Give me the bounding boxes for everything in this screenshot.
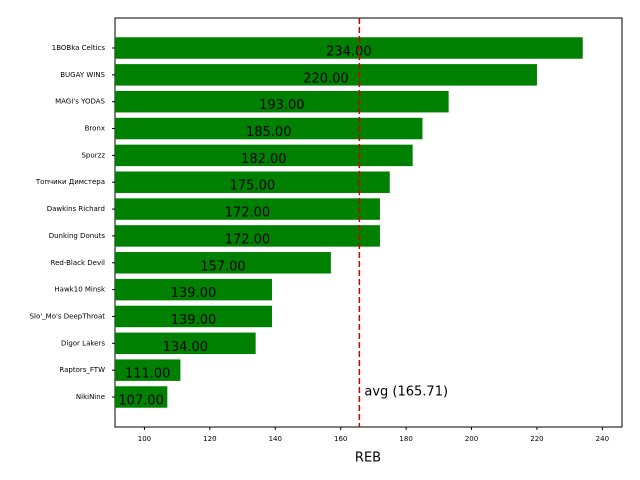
y-tick-label: Hawk10 Minsk (54, 286, 106, 294)
x-tick-label: 200 (465, 435, 478, 443)
value-label: 111.00 (125, 367, 171, 382)
value-label: 220.00 (303, 71, 349, 86)
bar (115, 117, 423, 140)
value-label: 139.00 (171, 313, 217, 328)
x-tick-label: 180 (399, 435, 412, 443)
bar (115, 64, 537, 86)
plot-frame (114, 17, 623, 428)
bar (115, 278, 273, 301)
bar (115, 332, 256, 355)
bar (115, 225, 380, 247)
y-tick-label: Топчики Димстера (35, 178, 105, 186)
y-tick-label: Slo'_Mo's DeepThroat (30, 312, 106, 320)
y-tick-label: BUGAY WINS (60, 71, 105, 79)
y-tick-label: NikiNine (76, 393, 105, 401)
y-tick-label: Spurzz (81, 151, 105, 159)
x-axis-label: REB (355, 451, 381, 466)
y-tick-label: Dawkins Richard (47, 205, 105, 213)
bar (115, 386, 168, 408)
bar (115, 252, 331, 274)
y-tick-label: Dunking Donuts (49, 232, 106, 240)
bar (115, 90, 449, 113)
bar (115, 359, 181, 381)
bar (115, 198, 380, 220)
x-tick-label: 220 (530, 435, 543, 443)
x-tick-label: 240 (596, 435, 609, 443)
x-tick-label: 140 (269, 435, 282, 443)
value-label: 139.00 (171, 286, 217, 301)
y-tick-label: MAGI's YODAS (55, 98, 105, 106)
value-label: 107.00 (118, 394, 164, 409)
y-tick-label: Digor Lakers (61, 339, 105, 347)
y-tick-label: Raptors_FTW (59, 366, 105, 374)
value-label: 234.00 (326, 45, 372, 60)
x-tick-label: 120 (203, 435, 216, 443)
value-label: 172.00 (225, 206, 271, 221)
value-label: 175.00 (230, 179, 276, 194)
bar (115, 305, 273, 328)
value-label: 182.00 (241, 152, 287, 167)
bar (115, 37, 583, 59)
y-tick-label: 1BOBka Celtics (52, 44, 106, 52)
x-tick-label: 100 (138, 435, 151, 443)
y-tick-label: Red-Black Devil (51, 259, 106, 267)
value-label: 134.00 (163, 340, 209, 355)
y-tick-label: Bronx (85, 125, 105, 133)
value-label: 193.00 (259, 98, 305, 113)
value-label: 172.00 (225, 232, 271, 247)
value-label: 157.00 (200, 259, 246, 274)
bar (115, 171, 390, 193)
value-label: 185.00 (246, 125, 292, 140)
avg-label: avg (165.71) (364, 385, 448, 400)
bar (115, 144, 413, 167)
x-tick-label: 160 (334, 435, 347, 443)
